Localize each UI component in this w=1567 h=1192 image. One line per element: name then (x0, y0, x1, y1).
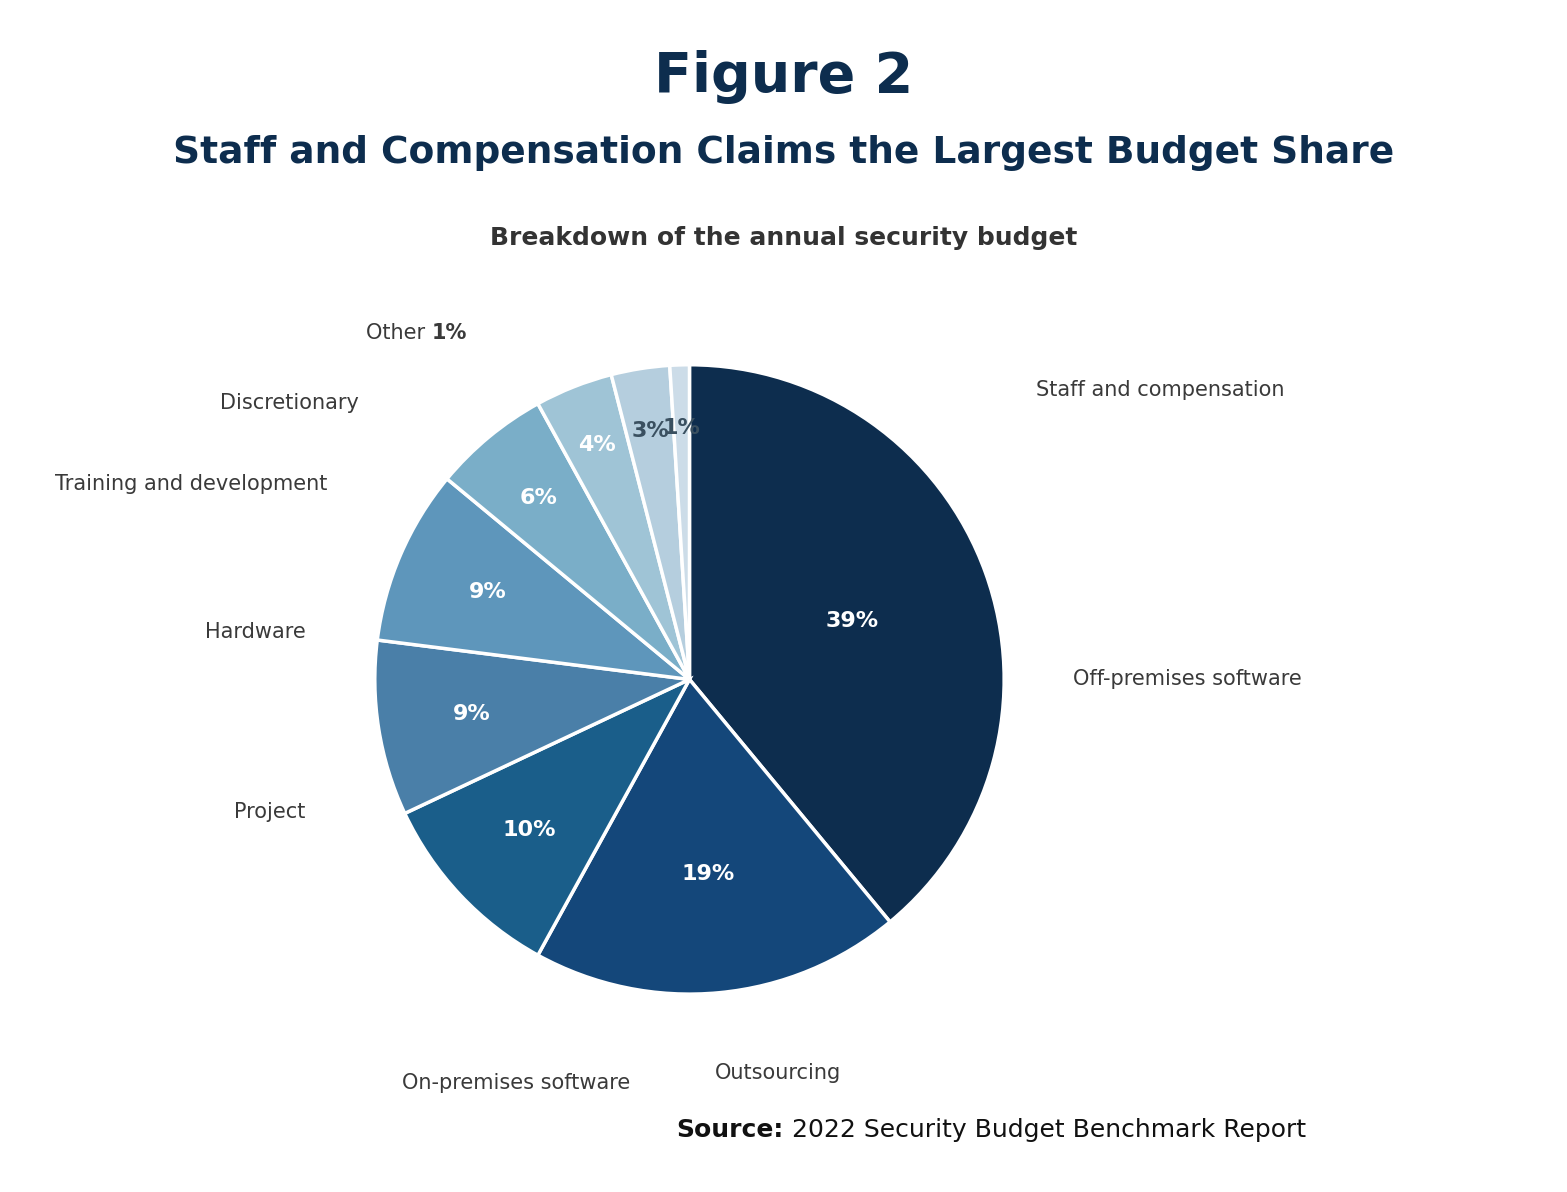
Text: 1%: 1% (663, 418, 700, 437)
Text: Off-premises software: Off-premises software (1073, 670, 1302, 689)
Text: Hardware: Hardware (205, 622, 306, 642)
Text: 9%: 9% (469, 582, 506, 602)
Wedge shape (404, 679, 689, 955)
Text: 3%: 3% (632, 421, 669, 441)
Text: Training and development: Training and development (55, 474, 328, 495)
Text: Staff and Compensation Claims the Largest Budget Share: Staff and Compensation Claims the Larges… (172, 135, 1395, 170)
Text: Figure 2: Figure 2 (653, 50, 914, 105)
Text: Staff and compensation: Staff and compensation (1036, 380, 1283, 401)
Text: 39%: 39% (826, 610, 879, 631)
Wedge shape (611, 366, 689, 679)
Text: Breakdown of the annual security budget: Breakdown of the annual security budget (490, 226, 1077, 250)
Text: 1%: 1% (431, 323, 467, 343)
Text: 19%: 19% (682, 864, 735, 883)
Text: Outsourcing: Outsourcing (715, 1063, 841, 1084)
Wedge shape (447, 404, 689, 679)
Text: Discretionary: Discretionary (221, 392, 359, 412)
Wedge shape (689, 365, 1004, 921)
Text: Other: Other (365, 323, 431, 343)
Text: 2022 Security Budget Benchmark Report: 2022 Security Budget Benchmark Report (784, 1118, 1305, 1142)
Wedge shape (537, 374, 689, 679)
Text: 10%: 10% (501, 820, 556, 840)
Text: Project: Project (233, 801, 306, 821)
Wedge shape (537, 679, 890, 994)
Text: On-premises software: On-premises software (403, 1073, 630, 1093)
Wedge shape (669, 365, 689, 679)
Wedge shape (378, 479, 689, 679)
Text: Source:: Source: (677, 1118, 784, 1142)
Wedge shape (375, 640, 689, 813)
Text: 6%: 6% (520, 488, 558, 508)
Text: 4%: 4% (578, 435, 616, 455)
Text: 9%: 9% (453, 704, 490, 724)
